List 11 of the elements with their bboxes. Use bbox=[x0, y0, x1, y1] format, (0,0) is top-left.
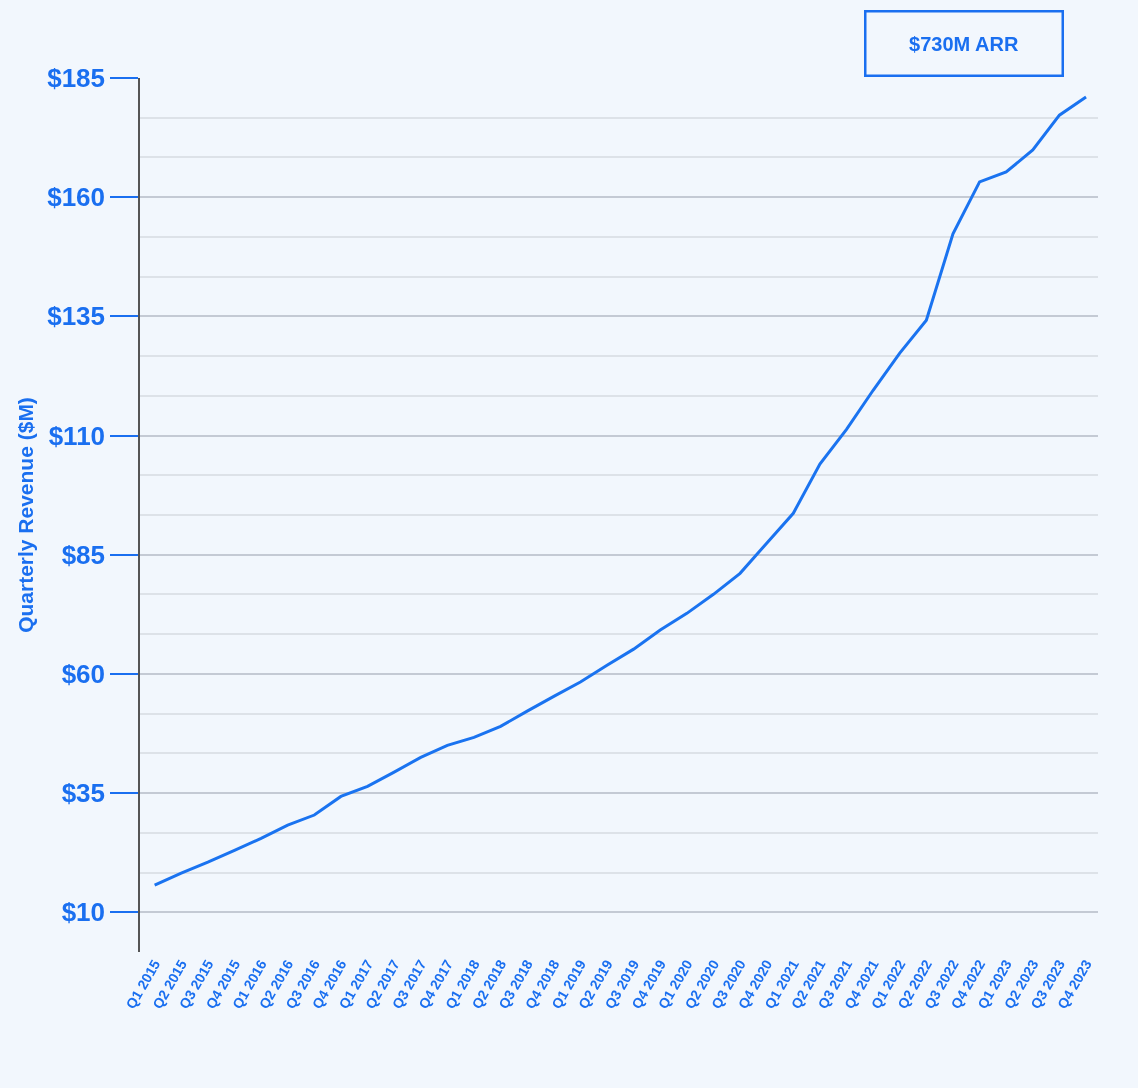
y-tick-label: $35 bbox=[61, 778, 106, 809]
y-tick-label: $110 bbox=[48, 420, 106, 451]
text: $730M ARR bbox=[909, 32, 1019, 55]
line-series bbox=[153, 95, 1088, 887]
y-tick-label: $85 bbox=[61, 539, 106, 570]
y-tick-label: $135 bbox=[47, 301, 106, 332]
y-tick-label: $160 bbox=[47, 182, 106, 213]
y-axis-title: Quarterly Revenue ($M) bbox=[13, 397, 37, 633]
y-tick-label: $185 bbox=[47, 63, 106, 94]
y-tick-label: $10 bbox=[61, 897, 106, 928]
y-tick-label: $60 bbox=[61, 659, 106, 690]
